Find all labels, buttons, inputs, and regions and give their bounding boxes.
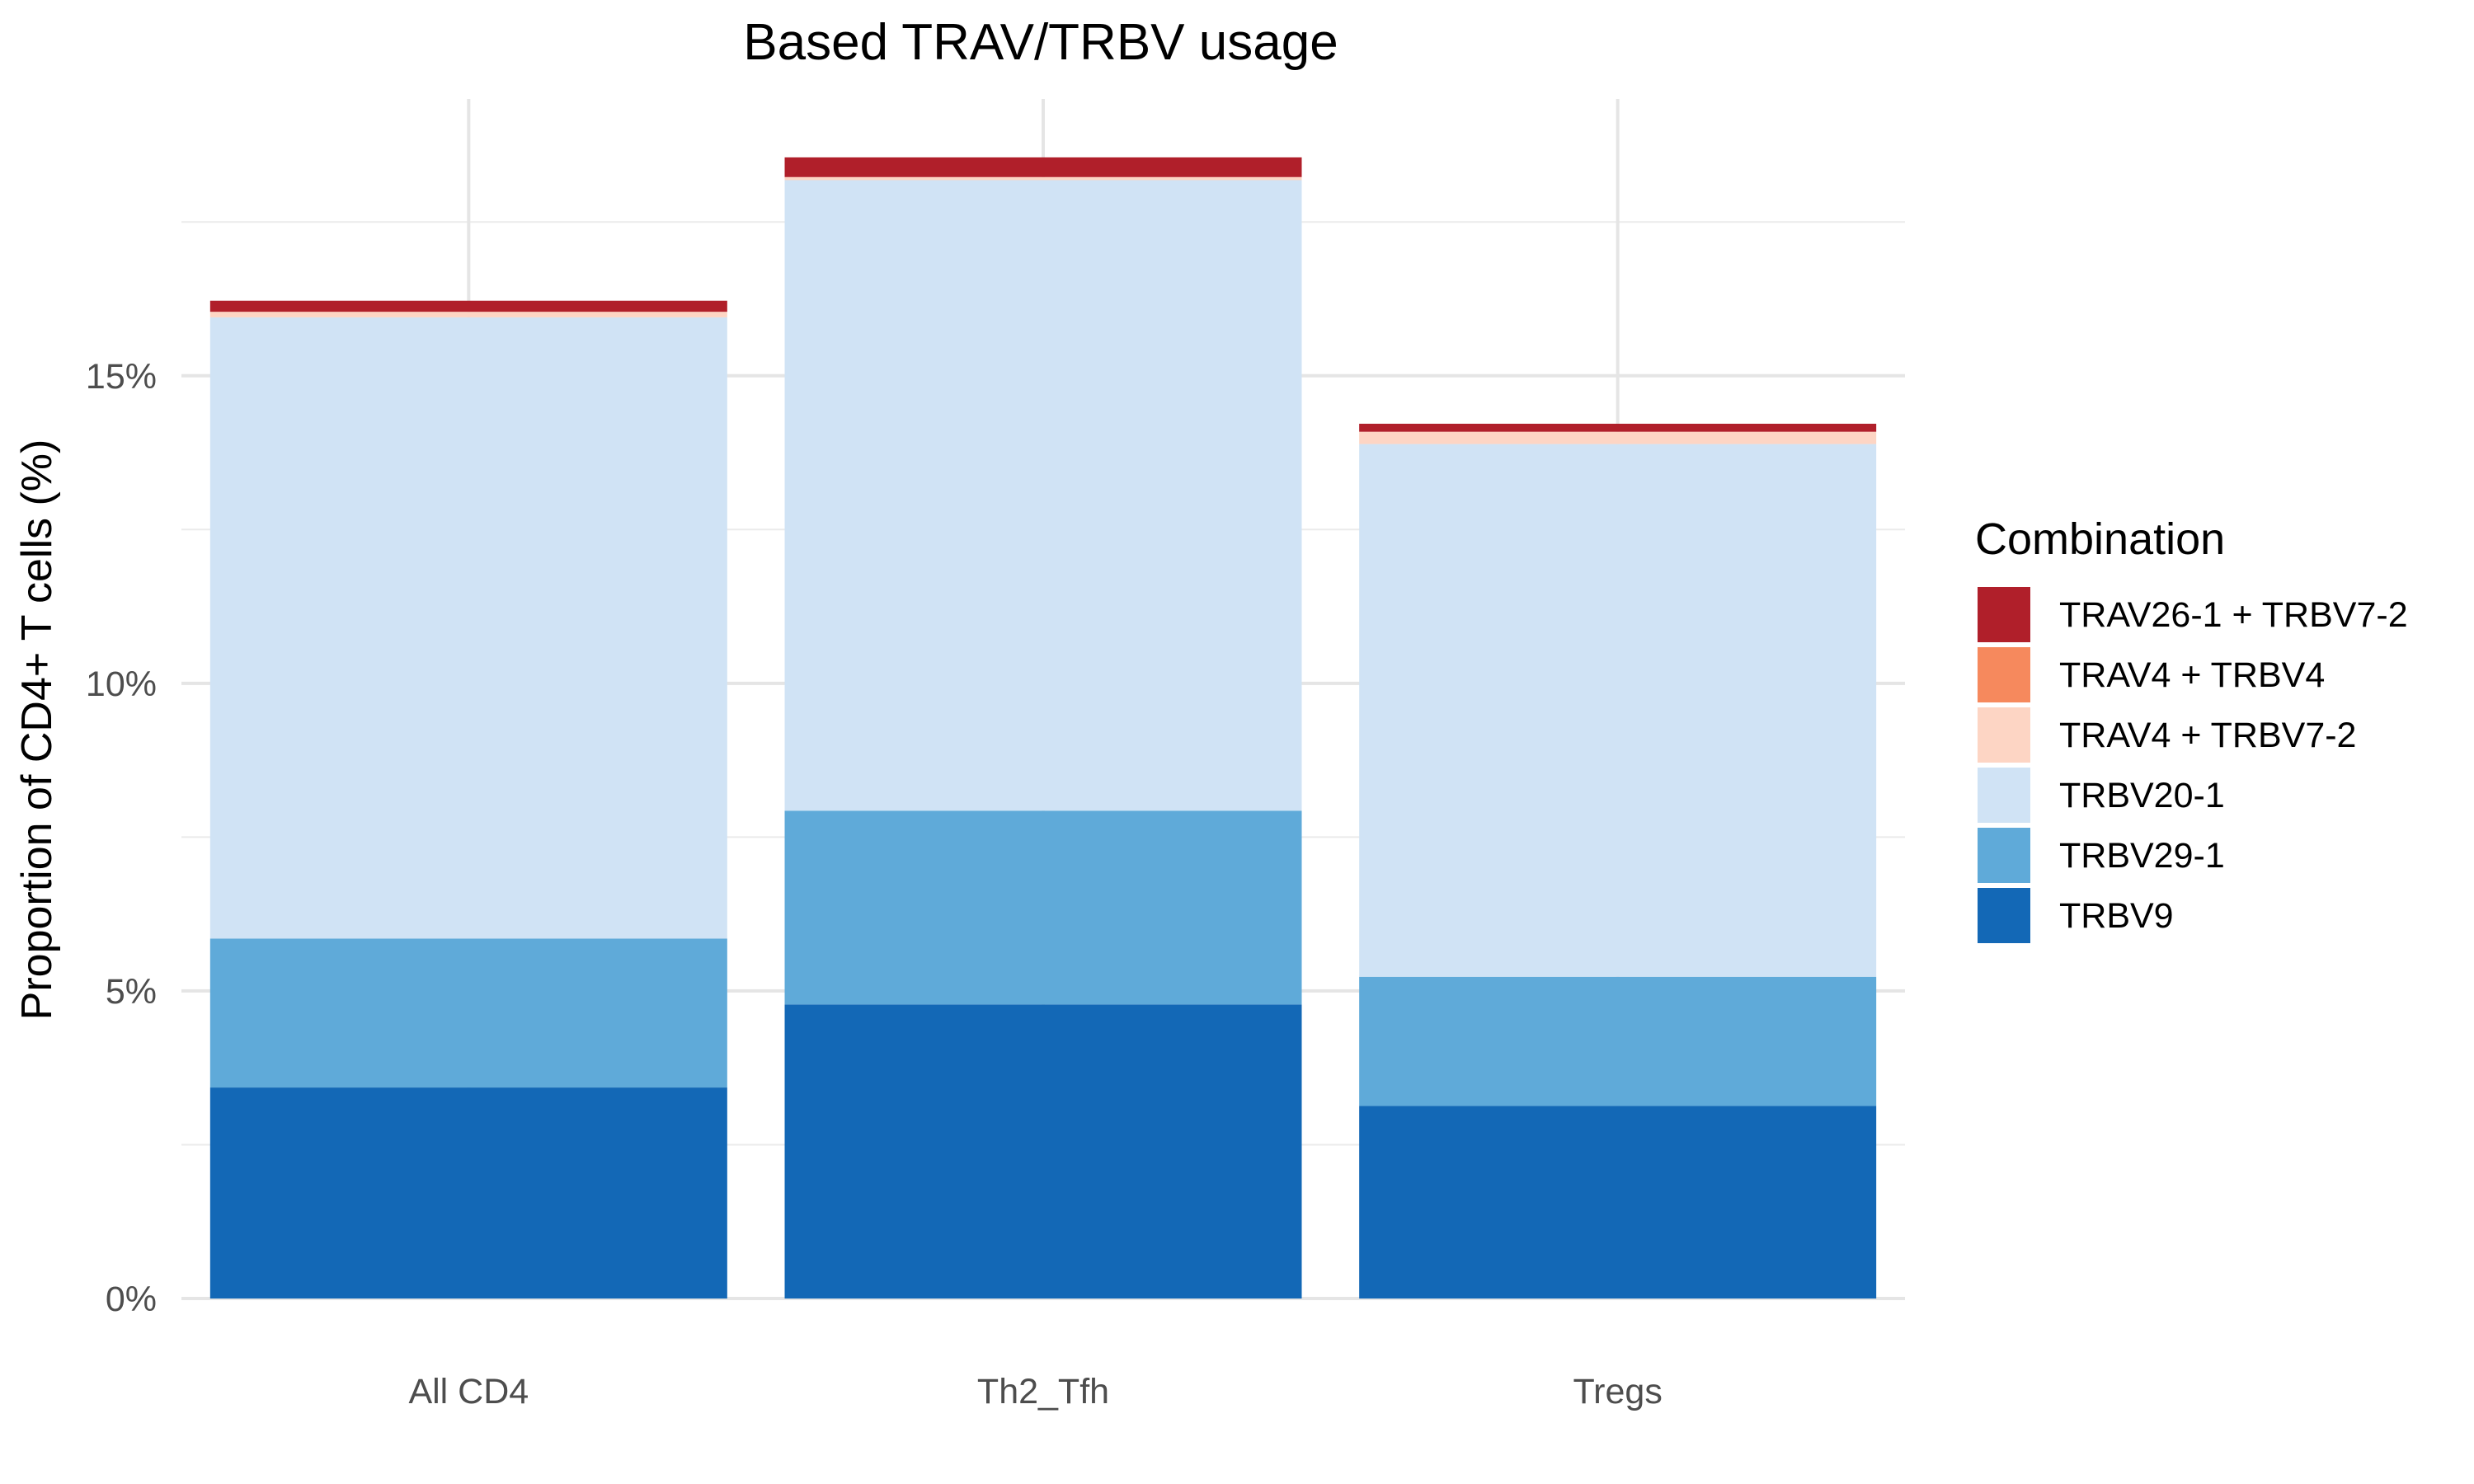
bar-segment-tregs-trav4-trbv7-2 — [1359, 431, 1877, 444]
legend-label: TRBV9 — [2059, 896, 2174, 936]
bar-segment-th2-tfh-trav26-1-trbv7-2 — [784, 157, 1302, 177]
bar-segment-all-cd4-trbv9 — [209, 1087, 727, 1298]
legend-swatch — [1978, 647, 2030, 702]
chart-title: Based TRAV/TRBV usage — [743, 14, 1338, 71]
bars — [209, 157, 1877, 1298]
bar-segment-th2-tfh-trbv9 — [784, 1004, 1302, 1298]
bar-segment-all-cd4-trbv29-1 — [209, 938, 727, 1088]
y-tick-label: 0% — [106, 1280, 157, 1319]
bar-segment-all-cd4-trbv20-1 — [209, 317, 727, 939]
y-tick-label: 10% — [86, 665, 157, 704]
legend-label: TRAV4 + TRBV7-2 — [2059, 716, 2356, 755]
bar-segment-th2-tfh-trbv20-1 — [784, 180, 1302, 811]
legend-swatch — [1978, 888, 2030, 943]
bar-segment-all-cd4-trav26-1-trbv7-2 — [209, 300, 727, 312]
x-tick-label: Th2_Tfh — [977, 1372, 1109, 1411]
legend-swatch — [1978, 828, 2030, 883]
x-tick-label: Tregs — [1573, 1372, 1663, 1411]
legend-swatch — [1978, 768, 2030, 823]
bar-segment-th2-tfh-trav4-trbv7-2 — [784, 176, 1302, 181]
legend-swatch — [1978, 587, 2030, 642]
y-tick-labels: 0% 5% 10% 15% — [86, 357, 157, 1319]
y-axis-title: Proportion of CD4+ T cells (%) — [13, 439, 61, 1021]
bar-segment-all-cd4-trav4-trbv7-2 — [209, 312, 727, 317]
x-tick-label: All CD4 — [408, 1372, 529, 1411]
legend-label: TRBV29-1 — [2059, 836, 2225, 876]
bar-segment-th2-tfh-trbv29-1 — [784, 810, 1302, 1005]
y-tick-label: 5% — [106, 972, 157, 1012]
legend-label: TRBV20-1 — [2059, 776, 2225, 815]
legend-label: TRAV4 + TRBV4 — [2059, 655, 2325, 695]
legend: Combination TRAV26-1 + TRBV7-2 TRAV4 + TR… — [1975, 514, 2408, 943]
y-tick-label: 15% — [86, 357, 157, 397]
bar-segment-tregs-trbv20-1 — [1359, 444, 1877, 977]
x-tick-labels: All CD4 Th2_Tfh Tregs — [408, 1372, 1662, 1411]
legend-title: Combination — [1975, 514, 2225, 564]
bar-segment-tregs-trbv29-1 — [1359, 976, 1877, 1106]
bar-segment-tregs-trav26-1-trbv7-2 — [1359, 423, 1877, 432]
legend-label: TRAV26-1 + TRBV7-2 — [2059, 595, 2408, 635]
legend-swatch — [1978, 707, 2030, 763]
bar-segment-tregs-trbv9 — [1359, 1106, 1877, 1298]
